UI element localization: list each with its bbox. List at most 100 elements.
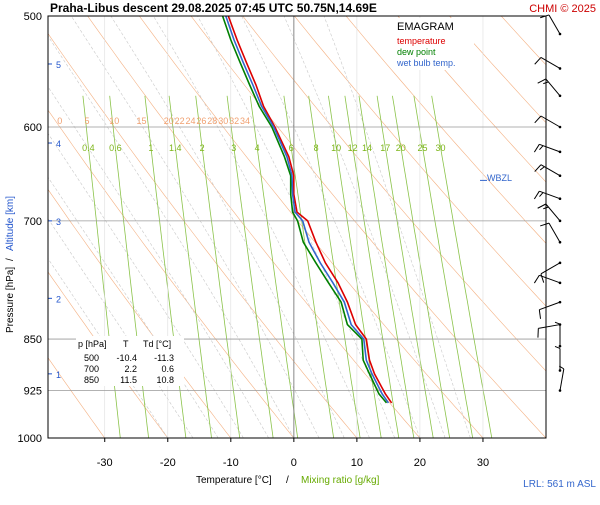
- altitude-tick-label: 2: [56, 294, 61, 304]
- wind-barb: [538, 204, 562, 222]
- altitude-tick-label: 4: [56, 139, 61, 149]
- wind-barb-staff: [546, 79, 560, 96]
- wind-barb-flag: [534, 191, 539, 199]
- wind-barb: [535, 116, 562, 128]
- wind-barb: [555, 322, 561, 347]
- wind-barb-origin: [559, 126, 562, 129]
- x-tick-label: 30: [477, 457, 489, 469]
- wind-barb-staff: [541, 263, 560, 274]
- wind-barb: [538, 323, 561, 337]
- wbzl-label: WBZL: [487, 173, 512, 183]
- x-tick-label: 20: [414, 457, 426, 469]
- mixing-ratio-label: 0.6: [109, 143, 122, 153]
- wind-barb-staff: [549, 15, 560, 34]
- wind-barb-staff: [560, 369, 564, 391]
- legend-dew-point: dew point: [397, 47, 436, 57]
- table-header-td: Td [°C]: [143, 339, 171, 349]
- table-cell: 2.2: [124, 364, 137, 374]
- moist-adiabat: [324, 16, 470, 438]
- mixing-ratio-label: 6: [289, 143, 294, 153]
- legend-title: EMAGRAM: [397, 21, 454, 33]
- pressure-tick-label: 850: [24, 334, 42, 346]
- theta-label: 5: [85, 116, 90, 126]
- wind-barb: [535, 165, 562, 177]
- series-line-dew-point: [223, 16, 387, 403]
- dry-adiabat: [501, 16, 600, 438]
- theta-label: 15: [136, 116, 146, 126]
- pressure-tick-label: 1000: [18, 433, 42, 445]
- x-tick-label: -20: [160, 457, 176, 469]
- pressure-tick-label: 600: [24, 122, 42, 134]
- theta-label: 30: [218, 116, 228, 126]
- wind-barb-flag: [540, 223, 549, 226]
- wind-barb: [539, 301, 561, 319]
- y-axis-label: Pressure [hPa] / Altitude [km]: [5, 196, 16, 333]
- x-axis-label-temperature: Temperature [°C]: [196, 475, 272, 486]
- table-cell: 500: [84, 353, 99, 363]
- wind-barb-staff: [538, 325, 560, 329]
- wind-barb-origin: [559, 220, 562, 223]
- altitude-tick-label: 3: [56, 217, 61, 227]
- table-cell: 700: [84, 364, 99, 374]
- mixing-ratio-label: 17: [380, 143, 390, 153]
- wind-barb: [540, 15, 561, 35]
- wind-barb: [534, 144, 561, 153]
- mixing-ratio-label: 4: [255, 143, 260, 153]
- wind-barb-origin: [559, 262, 562, 265]
- altitude-tick-label: 5: [56, 60, 61, 70]
- table-cell: 850: [84, 375, 99, 385]
- wind-barb-flag: [534, 144, 539, 152]
- theta-label: 22: [175, 116, 185, 126]
- wind-barb-staff: [549, 223, 560, 242]
- dry-adiabat: [450, 16, 600, 438]
- table-cell: 11.5: [120, 375, 137, 385]
- wind-barb-origin: [559, 282, 562, 285]
- wind-barb-flag: [555, 322, 560, 324]
- wind-barb-staff: [541, 116, 560, 127]
- wind-barb-staff: [546, 204, 560, 221]
- mixing-ratio-label: 30: [435, 143, 445, 153]
- pressure-tick-label: 925: [24, 386, 42, 398]
- mixing-ratio-label: 1.4: [169, 143, 182, 153]
- x-tick-label: -30: [97, 457, 113, 469]
- copyright: CHMI © 2025: [529, 3, 596, 15]
- wind-barb-flag: [539, 193, 543, 197]
- theta-label: 32: [229, 116, 239, 126]
- wind-barb-origin: [559, 241, 562, 244]
- wind-barb-flag: [538, 79, 546, 83]
- y-axis-label-altitude: Altitude [km]: [5, 196, 16, 251]
- wind-barb-origin: [559, 151, 562, 154]
- series-line-temperature: [228, 16, 391, 403]
- wind-barb-staff: [539, 191, 560, 199]
- x-axis-label-mixing: Mixing ratio [g/kg]: [301, 475, 380, 486]
- moist-adiabat: [284, 16, 445, 438]
- wind-barb-flag: [535, 57, 541, 64]
- theta-label: 10: [109, 116, 119, 126]
- mixing-ratio-label: 8: [314, 143, 319, 153]
- mixing-ratio-label: 0.4: [82, 143, 95, 153]
- x-axis-label-sep: /: [286, 475, 289, 486]
- wind-barb-origin: [559, 174, 562, 177]
- theta-label: 28: [207, 116, 217, 126]
- wind-barb-origin: [559, 67, 562, 70]
- wind-barb: [535, 57, 562, 69]
- pressure-tick-label: 700: [24, 216, 42, 228]
- legend-wet-bulb: wet bulb temp.: [396, 58, 456, 68]
- dry-adiabat: [398, 16, 600, 438]
- theta-label: 34: [240, 116, 250, 126]
- theta-label: 26: [196, 116, 206, 126]
- mixing-ratio-label: 25: [417, 143, 427, 153]
- lrl-label: LRL: 561 m ASL: [523, 479, 596, 490]
- wind-barb-origin: [559, 33, 562, 36]
- mixing-ratio-label: 10: [331, 143, 341, 153]
- chart-title: Praha-Libus descent 29.08.2025 07:45 UTC…: [50, 1, 377, 15]
- dry-adiabat: [553, 16, 600, 438]
- y-axis-label-pressure: Pressure [hPa]: [5, 267, 16, 333]
- series-line-wet-bulb-temp: [226, 16, 389, 403]
- wind-barb-staff: [541, 57, 560, 68]
- wind-barb-flag: [534, 275, 539, 283]
- wind-barb: [555, 346, 561, 371]
- dry-adiabat: [346, 16, 600, 438]
- wind-barb-staff: [539, 302, 560, 310]
- x-tick-label: 0: [291, 457, 297, 469]
